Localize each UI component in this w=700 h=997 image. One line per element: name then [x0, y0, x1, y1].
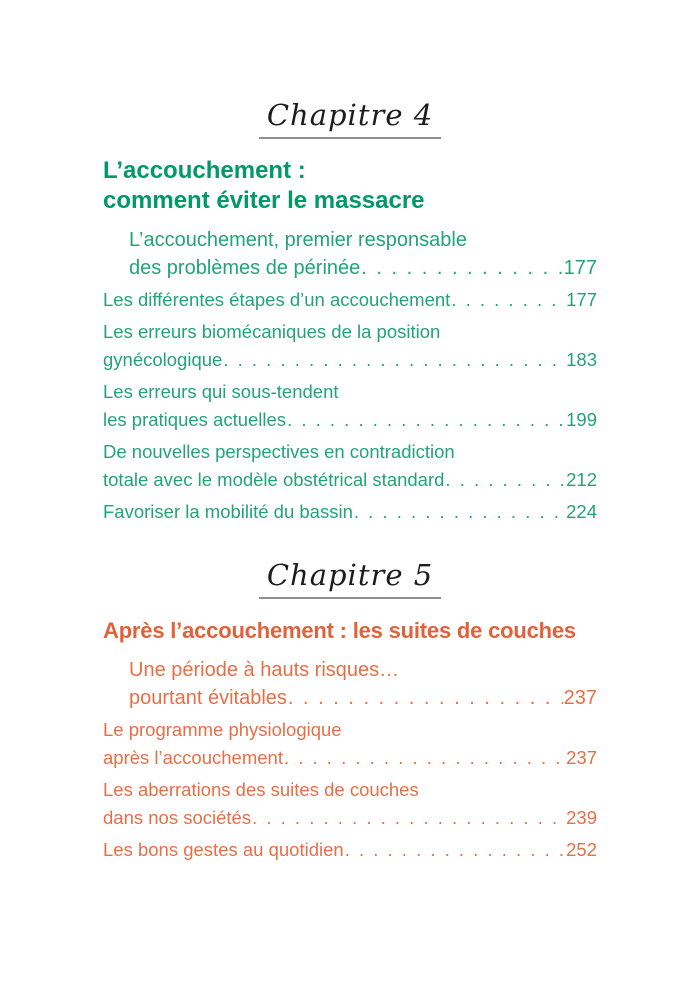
toc-list: Une période à hauts risques… pourtant év… [103, 656, 597, 864]
toc-entry-tail-row: les pratiques actuelles . . . . . . . . … [103, 406, 597, 434]
chapter-section-5: Chapitre 5 Après l’accouchement : les su… [103, 560, 597, 864]
toc-entry-line: Les erreurs qui sous-tendent [103, 381, 339, 402]
page-number: 183 [566, 349, 597, 370]
toc-list: L’accouchement, premier responsable des … [103, 226, 597, 526]
toc-entry-text: gynécologique [103, 349, 223, 370]
dot-leader: . . . . . . . . . . . . . . . . . . . . … [344, 839, 565, 860]
toc-entry[interactable]: Favoriser la mobilité du bassin . . . . … [103, 498, 597, 526]
chapter-label: Chapitre 4 [258, 100, 442, 139]
page-number: 212 [566, 469, 597, 490]
toc-entry[interactable]: Les aberrations des suites de couches da… [103, 776, 597, 832]
toc-entry-tail-row: après l’accouchement . . . . . . . . . .… [103, 744, 597, 772]
dot-leader: . . . . . . . . . . . . . . . . . . . . … [451, 289, 565, 310]
toc-entry-text: pourtant évitables [129, 687, 287, 709]
toc-entry-line: Une période à hauts risques… [129, 659, 400, 681]
toc-entry-text: les pratiques actuelles [103, 409, 287, 430]
toc-entry-line: L’accouchement, premier responsable [129, 229, 467, 251]
toc-entry[interactable]: Les différentes étapes d’un accouchement… [103, 286, 597, 314]
dot-leader: . . . . . . . . . . . . . . . . . . . . … [287, 687, 563, 709]
page-number: 199 [566, 409, 597, 430]
toc-entry[interactable]: Les erreurs biomécaniques de la position… [103, 318, 597, 374]
toc-entry-text: Les bons gestes au quotidien [103, 839, 344, 860]
chapter-label-wrap: Chapitre 4 [103, 100, 597, 139]
page-number: 239 [566, 807, 597, 828]
chapter-title-line: comment éviter le massacre [103, 187, 425, 214]
toc-entry[interactable]: Les erreurs qui sous-tendent les pratiqu… [103, 378, 597, 434]
chapter-title-line: Après l’accouchement : les suites de cou… [103, 618, 576, 643]
dot-leader: . . . . . . . . . . . . . . . . . . . . … [252, 807, 565, 828]
page-number: 252 [566, 839, 597, 860]
toc-entry-line: De nouvelles perspectives en contradicti… [103, 441, 455, 462]
toc-entry[interactable]: Le programme physiologique après l’accou… [103, 716, 597, 772]
chapter-label: Chapitre 5 [258, 560, 442, 599]
toc-entry-line: Les aberrations des suites de couches [103, 779, 419, 800]
chapter-label-wrap: Chapitre 5 [103, 560, 597, 599]
toc-entry-tail-row: dans nos sociétés . . . . . . . . . . . … [103, 804, 597, 832]
dot-leader: . . . . . . . . . . . . . . . . . . . . … [353, 501, 565, 522]
toc-entry-tail-row: Les bons gestes au quotidien . . . . . .… [103, 836, 597, 864]
page-number: 177 [563, 257, 597, 279]
dot-leader: . . . . . . . . . . . . . . . . . . . . … [223, 349, 565, 370]
page-number: 177 [566, 289, 597, 310]
page-number: 224 [566, 501, 597, 522]
toc-entry-text: Favoriser la mobilité du bassin [103, 501, 353, 522]
page-number: 237 [563, 687, 597, 709]
toc-entry-text: Les différentes étapes d’un accouchement [103, 289, 451, 310]
dot-leader: . . . . . . . . . . . . . . . . . . . . … [287, 409, 566, 430]
dot-leader: . . . . . . . . . . . . . . . . . . . . … [445, 469, 565, 490]
chapter-title-line: L’accouchement : [103, 157, 306, 184]
toc-entry[interactable]: Les bons gestes au quotidien . . . . . .… [103, 836, 597, 864]
toc-entry-tail-row: Les différentes étapes d’un accouchement… [103, 286, 597, 314]
toc-entry-text: après l’accouchement [103, 747, 283, 768]
toc-entry-tail-row: totale avec le modèle obstétrical standa… [103, 466, 597, 494]
page-number: 237 [566, 747, 597, 768]
toc-entry-line: Les erreurs biomécaniques de la position [103, 321, 441, 342]
toc-entry-tail-row: des problèmes de périnée . . . . . . . .… [129, 254, 597, 282]
toc-entry-tail-row: gynécologique . . . . . . . . . . . . . … [103, 346, 597, 374]
dot-leader: . . . . . . . . . . . . . . . . . . . . … [283, 747, 565, 768]
dot-leader: . . . . . . . . . . . . . . . . . . . . … [361, 257, 562, 279]
chapter-title: Après l’accouchement : les suites de cou… [103, 616, 597, 646]
toc-entry-text: dans nos sociétés [103, 807, 252, 828]
toc-entry[interactable]: De nouvelles perspectives en contradicti… [103, 438, 597, 494]
toc-entry-line: Le programme physiologique [103, 719, 342, 740]
toc-entry-text: des problèmes de périnée [129, 257, 361, 279]
toc-entry[interactable]: L’accouchement, premier responsable des … [103, 226, 597, 282]
toc-entry-tail-row: pourtant évitables . . . . . . . . . . .… [129, 684, 597, 712]
toc-entry-tail-row: Favoriser la mobilité du bassin . . . . … [103, 498, 597, 526]
chapter-title: L’accouchement : comment éviter le massa… [103, 156, 597, 216]
toc-content: Chapitre 4 L’accouchement : comment évit… [103, 100, 597, 864]
toc-entry-text: totale avec le modèle obstétrical standa… [103, 469, 445, 490]
toc-entry[interactable]: Une période à hauts risques… pourtant év… [103, 656, 597, 712]
chapter-section-4: Chapitre 4 L’accouchement : comment évit… [103, 100, 597, 526]
